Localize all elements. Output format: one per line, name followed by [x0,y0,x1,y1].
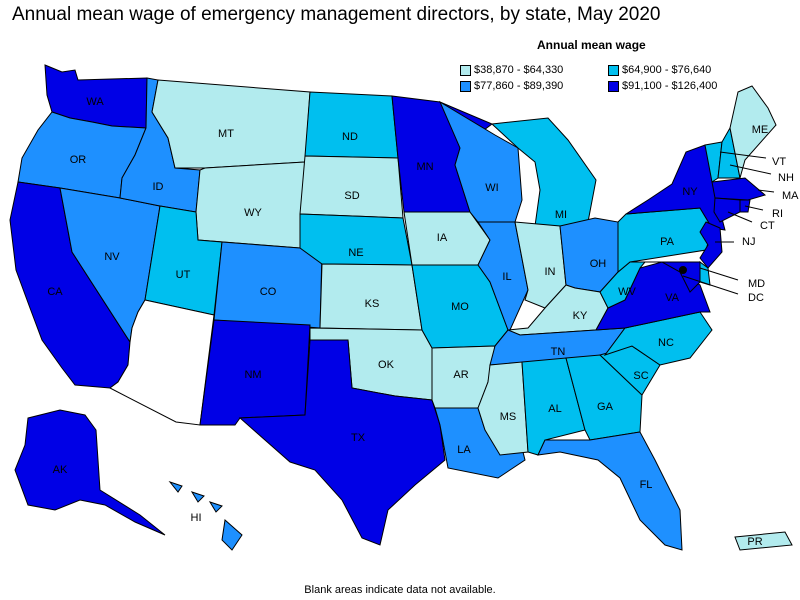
label-mn: MN [416,161,433,173]
label-tx: TX [351,432,366,444]
label-fl: FL [640,479,653,491]
label-mt: MT [218,128,234,140]
label-wa: WA [86,96,104,108]
legend-label-2: $64,900 - $76,640 [622,64,712,76]
label-in: IN [545,266,556,278]
label-il: IL [502,271,511,283]
label-co: CO [260,286,277,298]
legend-swatch-2 [608,64,619,76]
legend-item-2: $64,900 - $76,640 [608,64,711,76]
label-nc: NC [658,337,674,349]
legend-item-4: $91,100 - $126,400 [608,80,717,92]
label-ne: NE [348,247,363,259]
label-nv: NV [104,251,120,263]
legend-label-4: $91,100 - $126,400 [622,80,718,92]
label-pa: PA [660,236,675,248]
label-ga: GA [597,401,614,413]
states-layer [9,64,793,551]
label-or: OR [70,154,87,166]
state-labels: WA OR CA NV ID MT WY UT CO NM ND SD NE KS OK TX MN IA MO AR… [47,96,799,548]
state-mt [151,79,311,169]
leader-nh [729,164,772,175]
legend-item-1: $38,870 - $64,330 [460,64,563,76]
label-ar: AR [453,369,468,381]
label-ny: NY [682,186,698,198]
label-ma: MA [782,190,799,202]
label-nj: NJ [742,236,755,248]
state-ak [14,409,166,536]
leader-ri [744,205,764,211]
state-tx [238,339,446,546]
leader-ct [727,211,753,223]
label-hi: HI [191,512,202,524]
label-vt: VT [772,156,786,168]
leader-ma [757,189,775,193]
label-pr: PR [747,536,762,548]
footnote: Blank areas indicate data not available. [304,584,496,596]
state-pr [734,531,793,551]
legend-label-3: $77,860 - $89,390 [474,80,564,92]
label-ut: UT [176,269,191,281]
label-ky: KY [573,310,588,322]
state-wy [195,161,306,249]
label-mo: MO [451,301,469,313]
label-nd: ND [342,131,358,143]
label-wv: WV [618,286,636,298]
label-la: LA [457,444,471,456]
map-title: Annual mean wage of emergency management… [12,4,661,25]
label-mi: MI [555,209,567,221]
legend-item-3: $77,860 - $89,390 [460,80,563,92]
label-sc: SC [633,370,648,382]
legend-title: Annual mean wage [537,38,646,52]
label-ak: AK [53,464,68,476]
label-me: ME [752,124,769,136]
label-ca: CA [47,286,63,298]
leader-md [699,267,739,281]
label-ia: IA [437,232,448,244]
state-nd [304,91,399,159]
label-nm: NM [244,369,261,381]
label-ct: CT [760,220,775,232]
label-dc: DC [748,292,764,304]
legend-swatch-1 [460,64,471,76]
legend-swatch-3 [460,80,471,92]
label-ri: RI [772,208,783,220]
label-ks: KS [365,298,380,310]
label-tn: TN [551,346,566,358]
leader-dc [682,275,739,295]
label-ms: MS [500,411,517,423]
label-md: MD [748,278,765,290]
state-nj [699,221,723,269]
label-leader-lines [682,151,775,295]
label-va: VA [665,292,680,304]
state-ms [477,361,529,456]
label-ok: OK [378,359,395,371]
leader-vt [719,151,767,159]
state-sd [299,155,404,219]
state-dc [679,266,687,274]
legend-label-1: $38,870 - $64,330 [474,64,564,76]
label-wi: WI [485,182,498,194]
state-ct [713,197,741,223]
state-ma [711,177,767,201]
label-sd: SD [344,190,359,202]
state-hi [168,480,243,551]
label-nh: NH [778,172,794,184]
legend-swatch-4 [608,80,619,92]
label-al: AL [548,403,561,415]
label-oh: OH [590,258,607,270]
state-oh [559,217,619,293]
label-id: ID [153,181,164,193]
state-fl [537,431,683,551]
label-wy: WY [244,207,262,219]
